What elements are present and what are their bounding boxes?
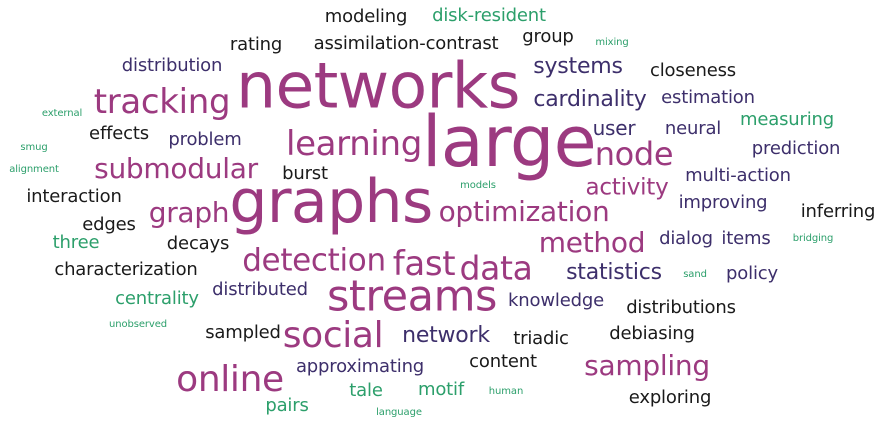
word-modeling: modeling bbox=[324, 6, 408, 27]
word-pairs: pairs bbox=[265, 395, 309, 416]
word-human: human bbox=[488, 386, 524, 397]
word-prediction: prediction bbox=[751, 138, 841, 159]
word-mixing: mixing bbox=[595, 37, 629, 48]
word-tracking: tracking bbox=[93, 82, 231, 122]
word-user: user bbox=[592, 116, 636, 140]
word-sand: sand bbox=[683, 269, 707, 280]
word-network: network bbox=[402, 323, 490, 348]
word-graphs: graphs bbox=[229, 167, 433, 237]
word-interaction: interaction bbox=[26, 186, 122, 207]
word-fast: fast bbox=[392, 244, 456, 284]
word-multi-action: multi-action bbox=[685, 165, 791, 186]
word-closeness: closeness bbox=[650, 60, 736, 81]
word-motif: motif bbox=[417, 379, 465, 400]
word-large: large bbox=[422, 101, 597, 183]
word-node: node bbox=[594, 135, 674, 173]
word-content: content bbox=[469, 351, 537, 372]
word-rating: rating bbox=[229, 34, 283, 55]
word-disk-resident: disk-resident bbox=[432, 5, 546, 26]
word-group: group bbox=[522, 26, 574, 47]
word-alignment: alignment bbox=[9, 164, 59, 175]
word-sampled: sampled bbox=[205, 322, 281, 343]
word-method: method bbox=[538, 226, 646, 259]
word-burst: burst bbox=[282, 163, 328, 184]
word-approximating: approximating bbox=[295, 356, 425, 377]
word-items: items bbox=[721, 228, 771, 249]
word-unobserved: unobserved bbox=[108, 319, 168, 330]
word-systems: systems bbox=[533, 54, 623, 79]
word-improving: improving bbox=[678, 192, 768, 213]
word-distribution: distribution bbox=[121, 55, 223, 76]
word-submodular: submodular bbox=[94, 152, 258, 185]
word-policy: policy bbox=[726, 263, 778, 284]
word-estimation: estimation bbox=[661, 87, 755, 108]
word-knowledge: knowledge bbox=[508, 290, 604, 311]
word-distributions: distributions bbox=[626, 297, 736, 318]
word-characterization: characterization bbox=[54, 259, 198, 280]
word-tale: tale bbox=[349, 380, 383, 401]
word-detection: detection bbox=[242, 242, 386, 279]
word-distributed: distributed bbox=[212, 279, 308, 300]
word-social: social bbox=[282, 315, 384, 356]
word-dialog: dialog bbox=[659, 228, 713, 249]
word-decays: decays bbox=[166, 233, 230, 254]
word-learning: learning bbox=[286, 124, 422, 164]
word-graph: graph bbox=[148, 196, 230, 229]
word-data: data bbox=[459, 248, 533, 288]
word-measuring: measuring bbox=[739, 109, 835, 130]
word-sampling: sampling bbox=[584, 349, 710, 382]
word-optimization: optimization bbox=[438, 195, 610, 228]
word-triadic: triadic bbox=[513, 328, 569, 349]
word-inferring: inferring bbox=[800, 201, 876, 222]
word-exploring: exploring bbox=[628, 387, 712, 408]
word-models: models bbox=[460, 180, 496, 191]
word-online: online bbox=[176, 359, 284, 400]
word-neural: neural bbox=[664, 118, 722, 139]
word-statistics: statistics bbox=[566, 260, 662, 285]
word-debiasing: debiasing bbox=[609, 323, 695, 344]
word-streams: streams bbox=[326, 271, 498, 322]
word-bridging: bridging bbox=[792, 233, 834, 244]
word-three: three bbox=[52, 232, 100, 253]
word-activity: activity bbox=[585, 174, 669, 201]
word-effects: effects bbox=[89, 123, 149, 144]
word-edges: edges bbox=[82, 214, 136, 235]
word-language: language bbox=[376, 407, 422, 418]
word-problem: problem bbox=[168, 129, 242, 150]
word-networks: networks bbox=[236, 49, 520, 123]
word-external: external bbox=[41, 108, 83, 119]
word-assimilation-contrast: assimilation-contrast bbox=[313, 33, 499, 54]
word-cardinality: cardinality bbox=[533, 87, 647, 112]
word-smug: smug bbox=[20, 142, 48, 153]
word-centrality: centrality bbox=[115, 288, 199, 309]
